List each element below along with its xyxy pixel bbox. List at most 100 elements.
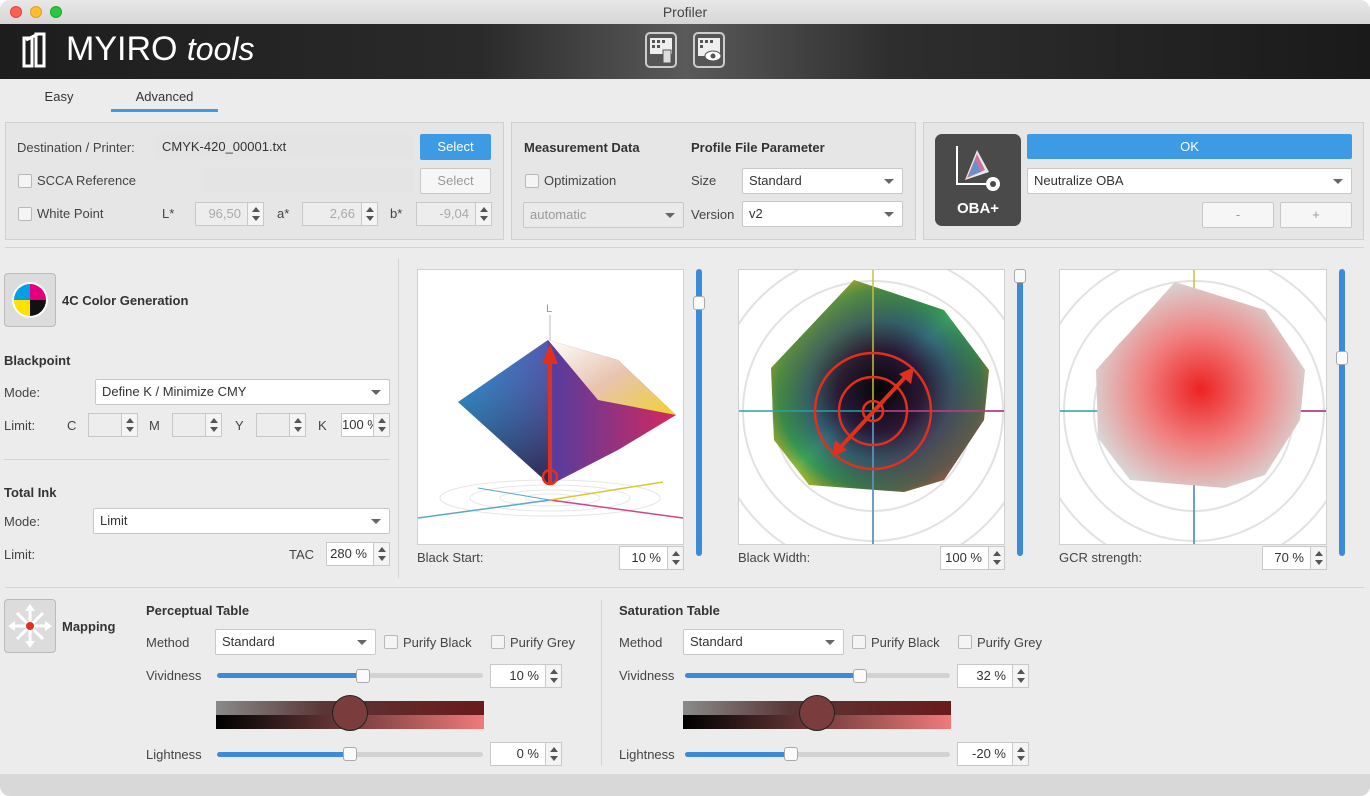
- perceptual-vividness-slider[interactable]: [217, 673, 483, 678]
- perceptual-vividness-spinner[interactable]: 10 %: [490, 664, 562, 688]
- perceptual-lightness-knob[interactable]: [343, 747, 357, 761]
- saturation-vividness-spinner[interactable]: 32 %: [957, 664, 1029, 688]
- perceptual-purify-grey-checkbox[interactable]: [491, 635, 505, 649]
- perceptual-table-title: Perceptual Table: [146, 603, 250, 618]
- black-width-spinner[interactable]: 100 %: [940, 546, 1005, 570]
- size-value: Standard: [749, 173, 802, 188]
- black-start-slider-knob[interactable]: [693, 296, 705, 310]
- optimization-checkbox[interactable]: [525, 174, 539, 188]
- black-start-slider[interactable]: [696, 269, 702, 556]
- k-limit-label: K: [318, 418, 327, 433]
- optimization-select[interactable]: automatic: [523, 202, 684, 228]
- k-limit-spinner[interactable]: 100 %: [341, 413, 390, 437]
- chart-printer-icon[interactable]: [645, 32, 677, 68]
- chevron-down-icon: [371, 390, 381, 395]
- total-ink-mode-select[interactable]: Limit: [93, 508, 390, 534]
- chevron-down-icon: [884, 212, 894, 217]
- section-divider: [5, 247, 1364, 248]
- zoom-window-button[interactable]: [50, 6, 62, 18]
- tab-advanced[interactable]: Advanced: [111, 89, 218, 113]
- gcr-strength-spinner[interactable]: 70 %: [1262, 546, 1327, 570]
- saturation-vividness-label: Vividness: [619, 668, 675, 683]
- black-start-value: 10 %: [631, 550, 661, 565]
- oba-plus-button[interactable]: OBA+: [935, 134, 1021, 226]
- l-axis-label: L: [546, 303, 552, 315]
- c-limit-spinner[interactable]: [88, 413, 138, 437]
- y-limit-stepper[interactable]: [289, 414, 305, 436]
- saturation-vividness-knob[interactable]: [853, 669, 867, 683]
- m-limit-spinner[interactable]: [172, 413, 222, 437]
- saturation-lightness-stepper[interactable]: [1012, 743, 1028, 765]
- saturation-method-select[interactable]: Standard: [683, 629, 844, 655]
- color-generation-icon: [4, 273, 56, 327]
- saturation-purify-grey-checkbox[interactable]: [958, 635, 972, 649]
- tab-easy-label: Easy: [44, 89, 74, 104]
- saturation-vividness-fill: [685, 673, 860, 678]
- b-star-stepper[interactable]: [475, 203, 491, 225]
- k-limit-stepper[interactable]: [373, 414, 389, 436]
- c-limit-stepper[interactable]: [121, 414, 137, 436]
- chevron-down-icon: [884, 179, 894, 184]
- white-point-checkbox[interactable]: [18, 207, 32, 221]
- saturation-lightness-slider[interactable]: [685, 752, 950, 757]
- perceptual-method-select[interactable]: Standard: [215, 629, 376, 655]
- tac-stepper[interactable]: [373, 543, 389, 565]
- size-select[interactable]: Standard: [742, 168, 903, 194]
- a-star-spinner[interactable]: 2,66: [302, 202, 378, 226]
- perceptual-purify-black-checkbox[interactable]: [384, 635, 398, 649]
- black-start-spinner[interactable]: 10 %: [619, 546, 684, 570]
- version-select[interactable]: v2: [742, 201, 903, 227]
- black-start-stepper[interactable]: [667, 547, 683, 569]
- black-width-slider-knob[interactable]: [1014, 269, 1026, 283]
- black-start-plot: L: [417, 269, 684, 545]
- color-generation-title: 4C Color Generation: [62, 293, 189, 308]
- saturation-purify-black-label: Purify Black: [871, 635, 940, 650]
- saturation-lightness-knob[interactable]: [784, 747, 798, 761]
- oba-plus-label: OBA+: [956, 200, 1000, 217]
- saturation-purify-grey-label: Purify Grey: [977, 635, 1043, 650]
- myiro-logo-icon: [22, 32, 56, 70]
- tab-easy[interactable]: Easy: [20, 89, 98, 113]
- select-scca-button[interactable]: Select: [420, 168, 491, 194]
- saturation-lightness-spinner[interactable]: -20 %: [957, 742, 1029, 766]
- perceptual-lightness-spinner[interactable]: 0 %: [490, 742, 562, 766]
- black-width-stepper[interactable]: [988, 547, 1004, 569]
- gcr-strength-label: GCR strength:: [1059, 550, 1143, 565]
- blackpoint-mode-select[interactable]: Define K / Minimize CMY: [95, 379, 390, 405]
- active-tab-indicator: [111, 109, 218, 112]
- close-window-button[interactable]: [10, 6, 22, 18]
- perceptual-vividness-stepper[interactable]: [545, 665, 561, 687]
- total-ink-divider: [4, 459, 390, 460]
- b-star-value: -9,04: [439, 206, 469, 221]
- m-limit-stepper[interactable]: [205, 414, 221, 436]
- oba-plus-small-button[interactable]: +: [1280, 202, 1352, 228]
- b-star-spinner[interactable]: -9,04: [416, 202, 492, 226]
- perceptual-method-label: Method: [146, 635, 190, 650]
- saturation-purify-black-checkbox[interactable]: [852, 635, 866, 649]
- oba-mode-select[interactable]: Neutralize OBA: [1027, 168, 1352, 194]
- oba-ok-button[interactable]: OK: [1027, 134, 1352, 159]
- minimize-window-button[interactable]: [30, 6, 42, 18]
- gcr-strength-slider[interactable]: [1339, 269, 1345, 556]
- saturation-vividness-slider[interactable]: [685, 673, 950, 678]
- l-star-stepper[interactable]: [247, 203, 263, 225]
- y-limit-spinner[interactable]: [256, 413, 306, 437]
- chevron-down-icon: [371, 519, 381, 524]
- oba-minus-button[interactable]: -: [1202, 202, 1274, 228]
- select-destination-button[interactable]: Select: [420, 134, 491, 160]
- saturation-vividness-stepper[interactable]: [1012, 665, 1028, 687]
- perceptual-vividness-knob[interactable]: [356, 669, 370, 683]
- black-width-slider[interactable]: [1017, 269, 1023, 556]
- l-star-label: L*: [162, 206, 175, 221]
- perceptual-vividness-fill: [217, 673, 363, 678]
- perceptual-lightness-stepper[interactable]: [545, 743, 561, 765]
- tac-spinner[interactable]: 280 %: [326, 542, 390, 566]
- gcr-strength-slider-knob[interactable]: [1336, 351, 1348, 365]
- destination-file-field: CMYK-420_00001.txt: [156, 135, 413, 159]
- chevron-down-icon: [825, 640, 835, 645]
- gcr-strength-stepper[interactable]: [1310, 547, 1326, 569]
- a-star-stepper[interactable]: [361, 203, 377, 225]
- scca-reference-checkbox[interactable]: [18, 174, 32, 188]
- l-star-spinner[interactable]: 96,50: [195, 202, 264, 226]
- chart-eye-icon[interactable]: [693, 32, 725, 68]
